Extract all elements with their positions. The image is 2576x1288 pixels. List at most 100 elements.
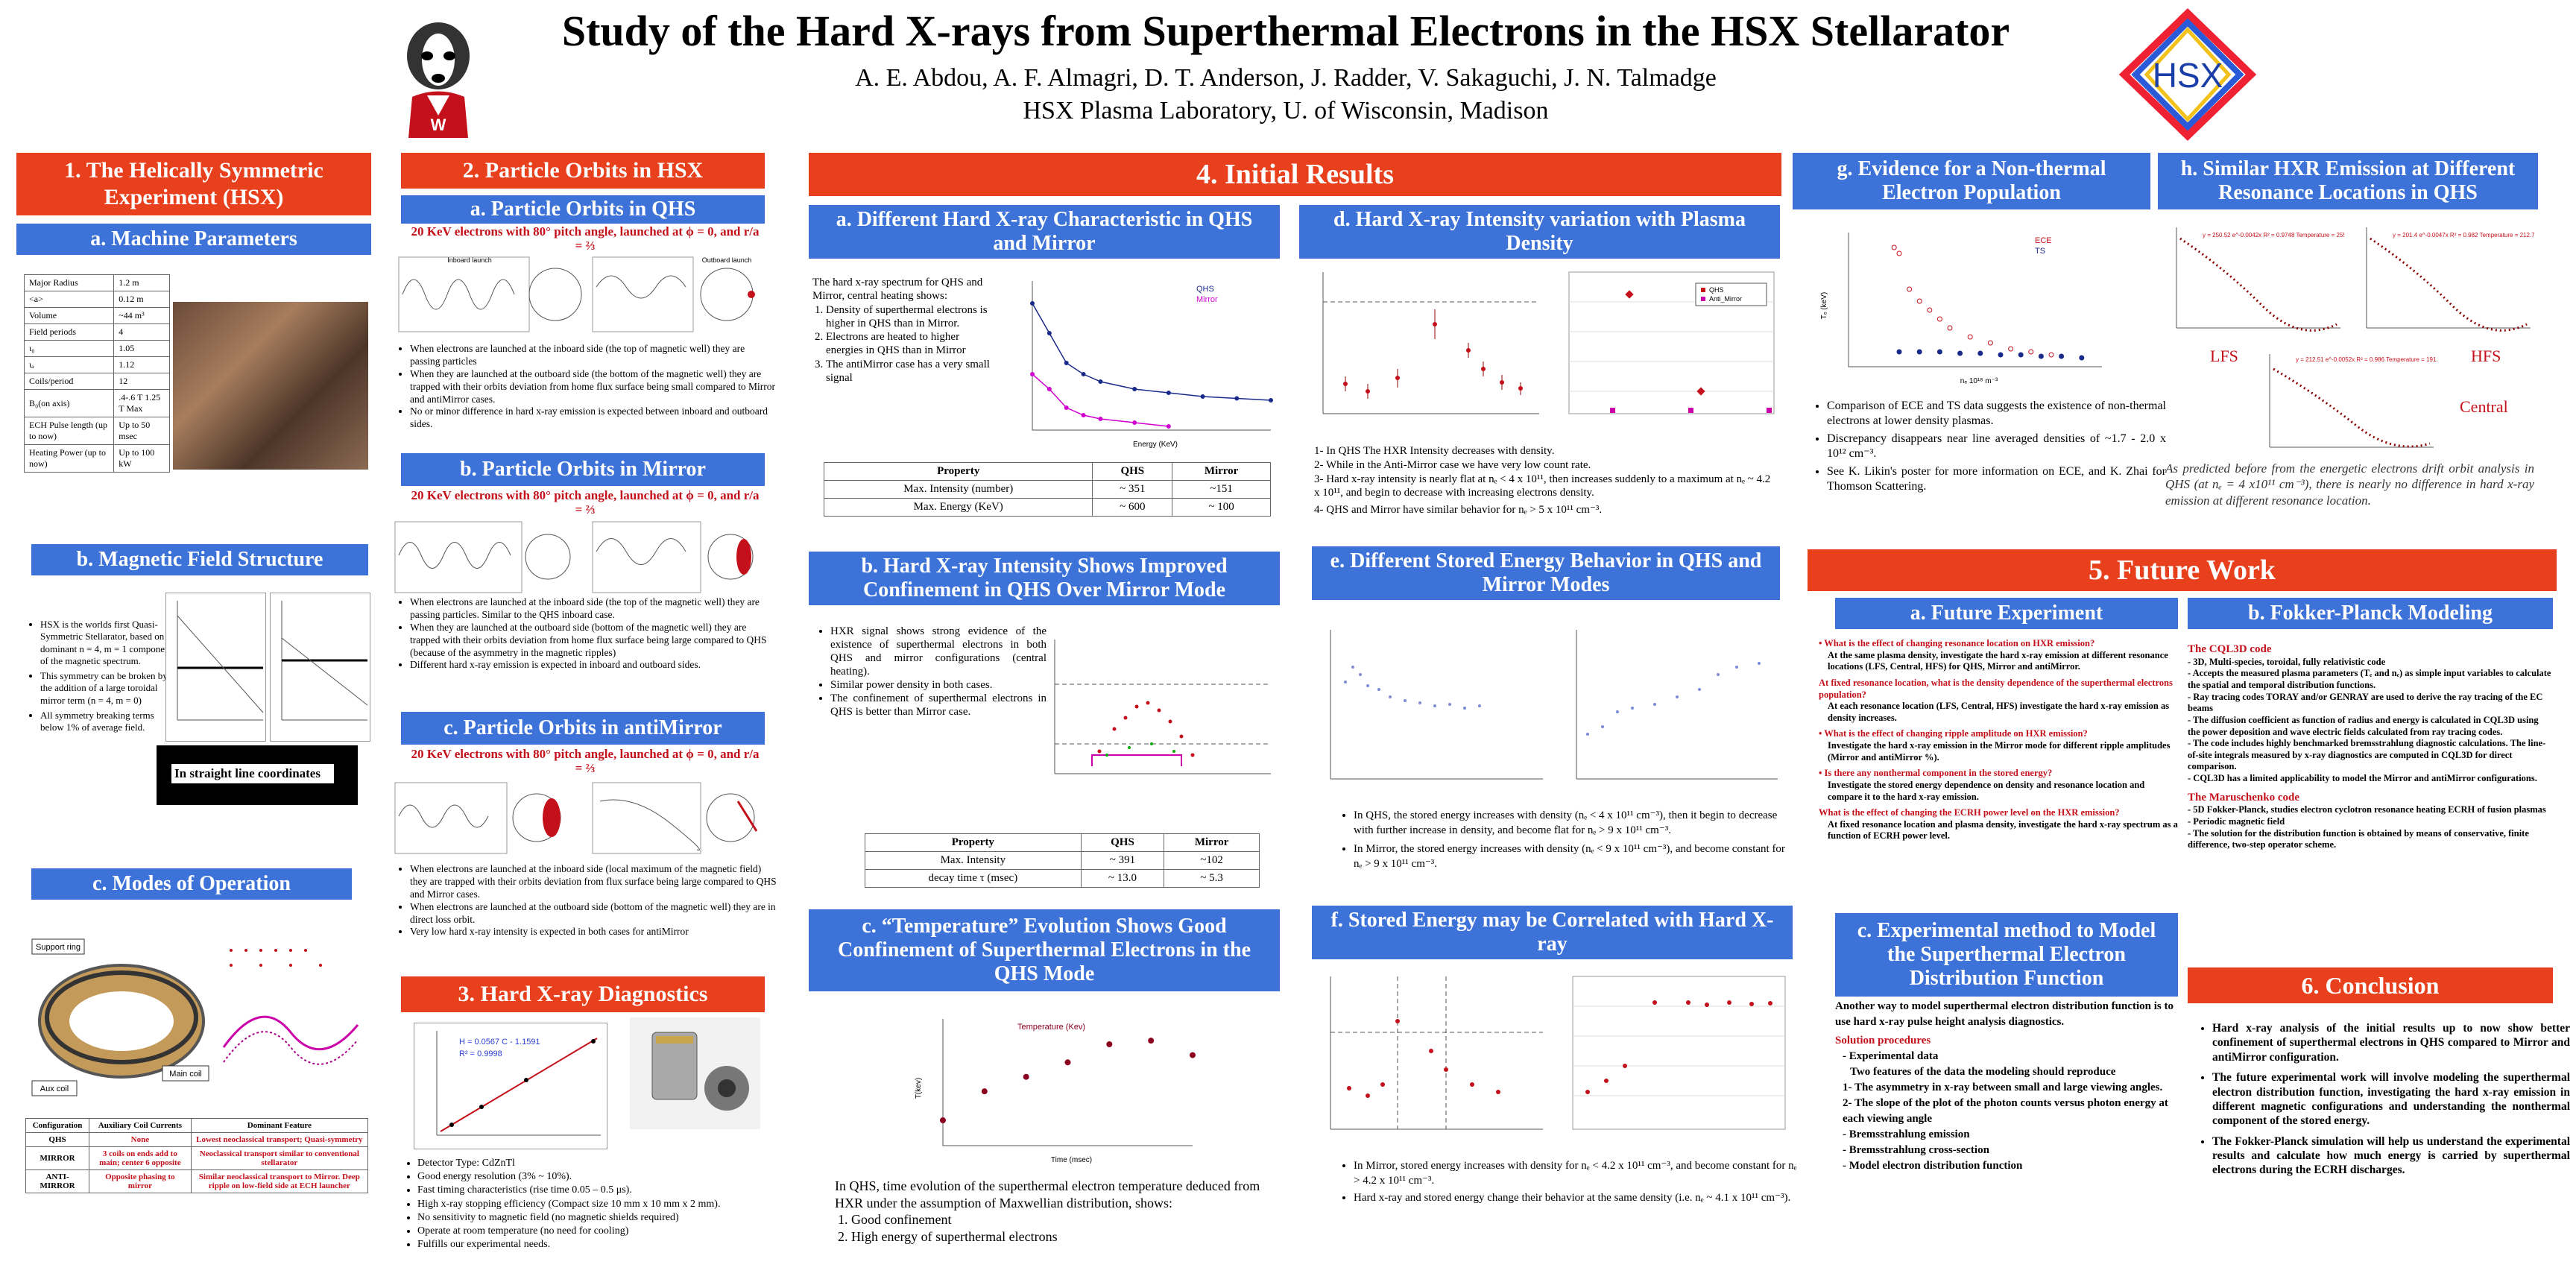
hxr-time-chart [1032,632,1275,792]
orbit-bullet: When electrons are launched at the outbo… [410,901,777,926]
data-point [1269,398,1273,402]
confinement-bullet: The confinement of superthermal electron… [830,692,1046,719]
param-value: 1.05 [113,340,170,357]
data-point [1106,1041,1113,1047]
data-point [1081,372,1086,376]
straight-line-coordinates-label: In straight line coordinates [171,764,334,783]
spectrum-table: Property QHS Mirror Max. Intensity (numb… [823,462,1271,517]
hxr-resonance-hfs-chart: y = 201.4 e^-0.0047x R² = 0.982 Temperat… [2348,224,2572,343]
confinement-table-header: Property [865,833,1082,852]
data-point [1936,316,1942,322]
field-structure-bullets: HSX is the worlds first Quasi-Symmetric … [21,619,174,733]
correlation-bullet: In Mirror, stored energy increases with … [1354,1159,1801,1188]
orbit-bullet: When electrons are launched at the inboa… [410,596,777,622]
temperature-chart: Temperature (Kev) Time (msec) T(kev) [913,1010,1200,1167]
hsx-device-photo [173,302,368,470]
mode-cell: Lowest neoclassical transport; Quasi-sym… [190,1132,369,1147]
section-5c-header: c. Experimental method to Model the Supe… [1835,913,2178,997]
qhs-orbit-bullets: When electrons are launched at the inboa… [400,343,777,431]
mode-cell: None [89,1132,192,1147]
svg-text:W: W [431,116,446,134]
param-value: .4-.6 T 1.25 T Max [113,389,170,417]
detector-bullets: Detector Type: CdZnTl Good energy resolu… [402,1157,781,1251]
data-point [1998,352,2004,358]
section-1-header: 1. The Helically Symmetric Experiment (H… [16,153,371,215]
hxr-density-note: 2- While in the Anti-Mirror case we have… [1314,458,1591,471]
data-point [1916,349,1922,355]
svg-text:Anti_Mirror: Anti_Mirror [1709,295,1742,303]
central-label: Central [2460,397,2508,416]
cell: Max. Intensity (number) [823,480,1093,499]
x-axis-label: Time (msec) [1051,1156,1092,1164]
data-point [1916,298,1922,304]
data-point [1957,350,1963,356]
orbit-bullet: When they are launched at the outboard s… [410,368,777,406]
data-point [2079,355,2085,361]
legend-entry: TS [2035,247,2045,256]
future-question: What is the effect of changing the ECRH … [1819,807,2120,818]
qhs-orbit-subtitle: 20 KeV electrons with 80° pitch angle, l… [411,224,760,253]
param-value: ~44 m³ [113,307,170,324]
hsx-logo: HSX [2117,7,2258,142]
field-bullet: This symmetry can be broken by the addit… [40,670,174,707]
stored-energy-hxr-chart-right [1550,969,1789,1148]
lfs-label: LFS [2210,347,2238,365]
detector-bullet: Operate at room temperature (no need for… [417,1225,781,1238]
data-point [1896,349,1902,355]
data-point [1064,405,1069,410]
coil-label: Aux coil [40,1085,69,1093]
section-4-header: 4. Initial Results [809,153,1781,196]
temperature-intro: In QHS, time evolution of the supertherm… [835,1178,1260,1210]
param-name: B₀(on axis) [23,389,115,417]
param-name: ιₐ [23,356,115,373]
param-row: ι₀ 1.05 [23,340,170,357]
future-question: • What is the effect of changing ripple … [1819,728,2088,739]
badger-logo: W [394,15,483,142]
chart-axes [1032,281,1271,431]
section-5b-header: b. Fokker-Planck Modeling [2188,598,2553,629]
cell: decay time τ (msec) [865,869,1082,888]
hsx-logo-text: HSX [2153,56,2223,95]
hxr-resonance-lfs-chart: y = 250.52 e^-0.0042x R² = 0.9748 Temper… [2158,224,2389,343]
field-bullet: HSX is the worlds first Quasi-Symmetric … [40,619,174,667]
data-point [1132,387,1137,391]
hxr-density-chart [1301,265,1547,436]
data-point [1132,420,1137,425]
param-name: <a> [23,291,115,308]
maruschenko-item: - The solution for the distribution func… [2188,827,2529,850]
cql3d-item: - The diffusion coefficient as function … [2188,714,2539,737]
hxr-density-note: 1- In QHS The HXR Intensity decreases wi… [1314,445,1555,457]
param-value: 12 [113,373,170,390]
param-row: ιₐ 1.12 [23,356,170,373]
stored-energy-mirror-chart [1558,622,1781,798]
section-2-header: 2. Particle Orbits in HSX [401,153,765,189]
legend-entry: Temperature (Kev) [1017,1023,1085,1032]
data-point [1190,1052,1196,1058]
data-point [1046,331,1052,335]
detector-bullet: Fulfills our experimental needs. [417,1238,781,1251]
fokker-planck-text: The CQL3D code - 3D, Multi-species, toro… [2188,643,2553,851]
section-2b-header: b. Particle Orbits in Mirror [401,453,765,486]
calibration-plot: H = 0.0567 C - 1.1591 R² = 0.9998 [414,1023,607,1149]
hfs-label: HFS [2471,347,2501,365]
future-answer: At fixed resonance location and plasma d… [1828,818,2178,842]
x-axis-label: nₑ 10¹⁸ m⁻³ [1960,377,1998,385]
solution-item: - Model electron distribution function [1843,1160,2023,1172]
param-value: 0.12 m [113,291,170,308]
future-experiment-list: • What is the effect of changing resonan… [1819,634,2180,842]
coil-diagram: Support ring Aux coil Main coil [28,932,215,1103]
field-spectrum-plot-mirror [270,593,370,742]
data-point [2059,353,2065,359]
h-fit-text: y = 201.4 e^-0.0047x R² = 0.982 Temperat… [2393,232,2534,239]
cell: Max. Energy (KeV) [823,498,1093,517]
confinement-table-header: Mirror [1164,833,1260,852]
orbit-bullet: When they are launched at the outboard s… [410,622,777,660]
cql3d-title: The CQL3D code [2188,643,2272,655]
future-answer: At each resonance location (LFS, Central… [1828,701,2170,723]
param-value: 4 [113,323,170,341]
mode-cell: MIRROR [25,1146,90,1170]
param-name: Volume [23,307,115,324]
solution-item: - Bremsstrahlung cross-section [1843,1144,1989,1156]
coil-label: Support ring [36,943,80,952]
cell: Max. Intensity [865,851,1082,870]
